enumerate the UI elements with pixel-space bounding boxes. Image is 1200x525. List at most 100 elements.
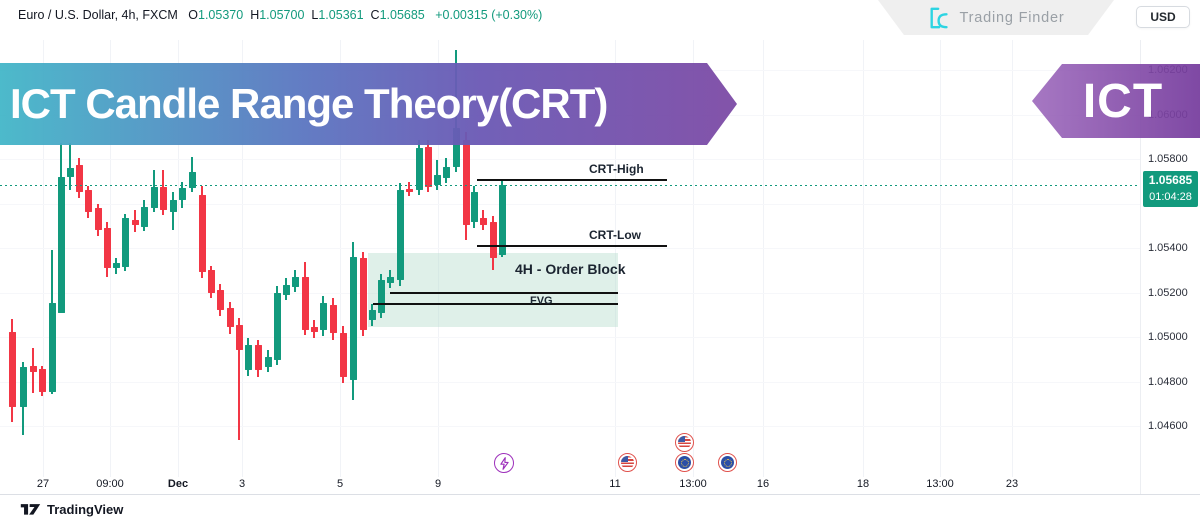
candle-countdown: 01:04:28 <box>1149 191 1192 203</box>
trading-finder-text: Trading Finder <box>959 9 1065 26</box>
eu-flag <box>721 456 734 469</box>
grid-line-horizontal <box>0 248 1140 249</box>
price-tick-label: 1.05800 <box>1148 153 1188 165</box>
symbol-info-bar[interactable]: Euro / U.S. Dollar, 4h, FXCM O1.05370 H1.… <box>18 8 542 22</box>
time-tick-label: 5 <box>336 478 344 490</box>
candle <box>301 276 309 331</box>
lightning-event-icon[interactable] <box>494 453 514 473</box>
symbol-title: Euro / U.S. Dollar, 4h, FXCM <box>18 8 178 22</box>
candle <box>254 345 262 370</box>
ohlc-value: 1.05700 <box>259 8 305 22</box>
eu-flag-event-icon[interactable] <box>675 453 694 472</box>
candle <box>188 171 196 188</box>
candle <box>405 189 413 192</box>
grid-line-vertical <box>693 40 694 477</box>
candle <box>169 199 177 212</box>
candle <box>291 276 299 287</box>
candle <box>75 165 83 192</box>
time-tick-label: 9 <box>434 478 442 490</box>
price-tick-label: 1.05400 <box>1148 242 1188 254</box>
candle <box>489 221 497 258</box>
time-tick-label: 3 <box>238 478 246 490</box>
time-tick-label: 09:00 <box>96 478 124 490</box>
crt-high-line-label: CRT-High <box>589 162 644 177</box>
candle <box>207 270 215 293</box>
candle <box>319 302 327 331</box>
price-tick-label: 1.05200 <box>1148 286 1188 299</box>
candle <box>8 332 16 408</box>
change-value: +0.00315 (+0.30%) <box>435 8 543 22</box>
us-flag-event-icon[interactable] <box>675 433 694 452</box>
candle <box>103 227 111 269</box>
candle <box>433 175 441 186</box>
footer-separator <box>0 494 1200 495</box>
candle <box>386 276 394 283</box>
candle <box>29 365 37 372</box>
candle <box>57 177 65 313</box>
grid-line-horizontal <box>0 203 1140 205</box>
candle <box>198 195 206 273</box>
candle-wick <box>69 142 71 190</box>
title-ribbon: ICT Candle Range Theory(CRT) <box>0 63 737 145</box>
grid-line-vertical <box>178 40 179 477</box>
candle <box>368 310 376 321</box>
candle <box>310 326 318 333</box>
candle <box>498 184 506 255</box>
time-tick-label: Dec <box>167 478 189 490</box>
currency-button[interactable]: USD <box>1136 6 1190 28</box>
chart-canvas[interactable]: 4H - Order Block FVG CRT-High CRT-Low <box>0 40 1140 477</box>
eu-flag-event-icon[interactable] <box>718 453 737 472</box>
title-ribbon-text: ICT Candle Range Theory(CRT) <box>10 80 608 127</box>
candle <box>131 219 139 226</box>
candle <box>112 262 120 269</box>
candle <box>479 217 487 226</box>
candle <box>329 304 337 333</box>
grid-line-horizontal <box>0 381 1140 383</box>
candle <box>273 292 281 360</box>
last-price-badge: 1.05685 01:04:28 <box>1143 171 1198 207</box>
candle <box>424 146 432 188</box>
candle <box>216 290 224 311</box>
fvg-top-line <box>390 292 618 294</box>
us-flag-event-icon[interactable] <box>618 453 637 472</box>
time-tick-label: 23 <box>1005 478 1019 490</box>
tradingview-logo[interactable]: TradingView <box>20 500 123 518</box>
grid-line-vertical <box>940 40 941 477</box>
candle <box>178 187 186 200</box>
price-tick-label: 1.04800 <box>1148 375 1188 388</box>
candle <box>349 256 357 380</box>
us-flag <box>678 436 691 449</box>
candle <box>282 284 290 295</box>
time-tick-label: 18 <box>856 478 870 490</box>
candle <box>244 345 252 370</box>
ohlc-values: O1.05370 H1.05700 L1.05361 C1.05685 <box>181 8 425 22</box>
time-tick-label: 16 <box>756 478 770 490</box>
last-price-line <box>0 184 1140 186</box>
candle <box>339 332 347 378</box>
time-tick-label: 11 <box>609 478 621 490</box>
time-tick-label: 27 <box>36 478 50 490</box>
grid-line-vertical <box>863 40 864 477</box>
time-scale[interactable]: 27 09:00 Dec 3 5 9 11 13:00 16 18 13:00 23 <box>0 477 1140 494</box>
us-flag <box>621 456 634 469</box>
candle <box>359 258 367 331</box>
ict-ribbon-text: ICT <box>1082 74 1164 128</box>
candle <box>48 302 56 392</box>
ohlc-key: C <box>370 8 380 22</box>
candle-wick <box>238 318 240 440</box>
candle-wick <box>408 181 410 196</box>
tradingview-logo-icon <box>20 504 41 515</box>
candle <box>470 191 478 222</box>
crt-high-line <box>477 179 667 182</box>
candle <box>377 280 385 313</box>
ohlc-key: H <box>250 8 260 22</box>
crt-low-line <box>477 244 667 247</box>
candle <box>264 357 272 368</box>
candle <box>150 187 158 208</box>
ohlc-key: L <box>311 8 319 22</box>
order-block-label: 4H - Order Block <box>515 260 626 277</box>
grid-line-horizontal <box>0 337 1140 338</box>
trading-finder-watermark: Trading Finder <box>878 0 1114 35</box>
crt-low-line-label: CRT-Low <box>589 227 641 242</box>
